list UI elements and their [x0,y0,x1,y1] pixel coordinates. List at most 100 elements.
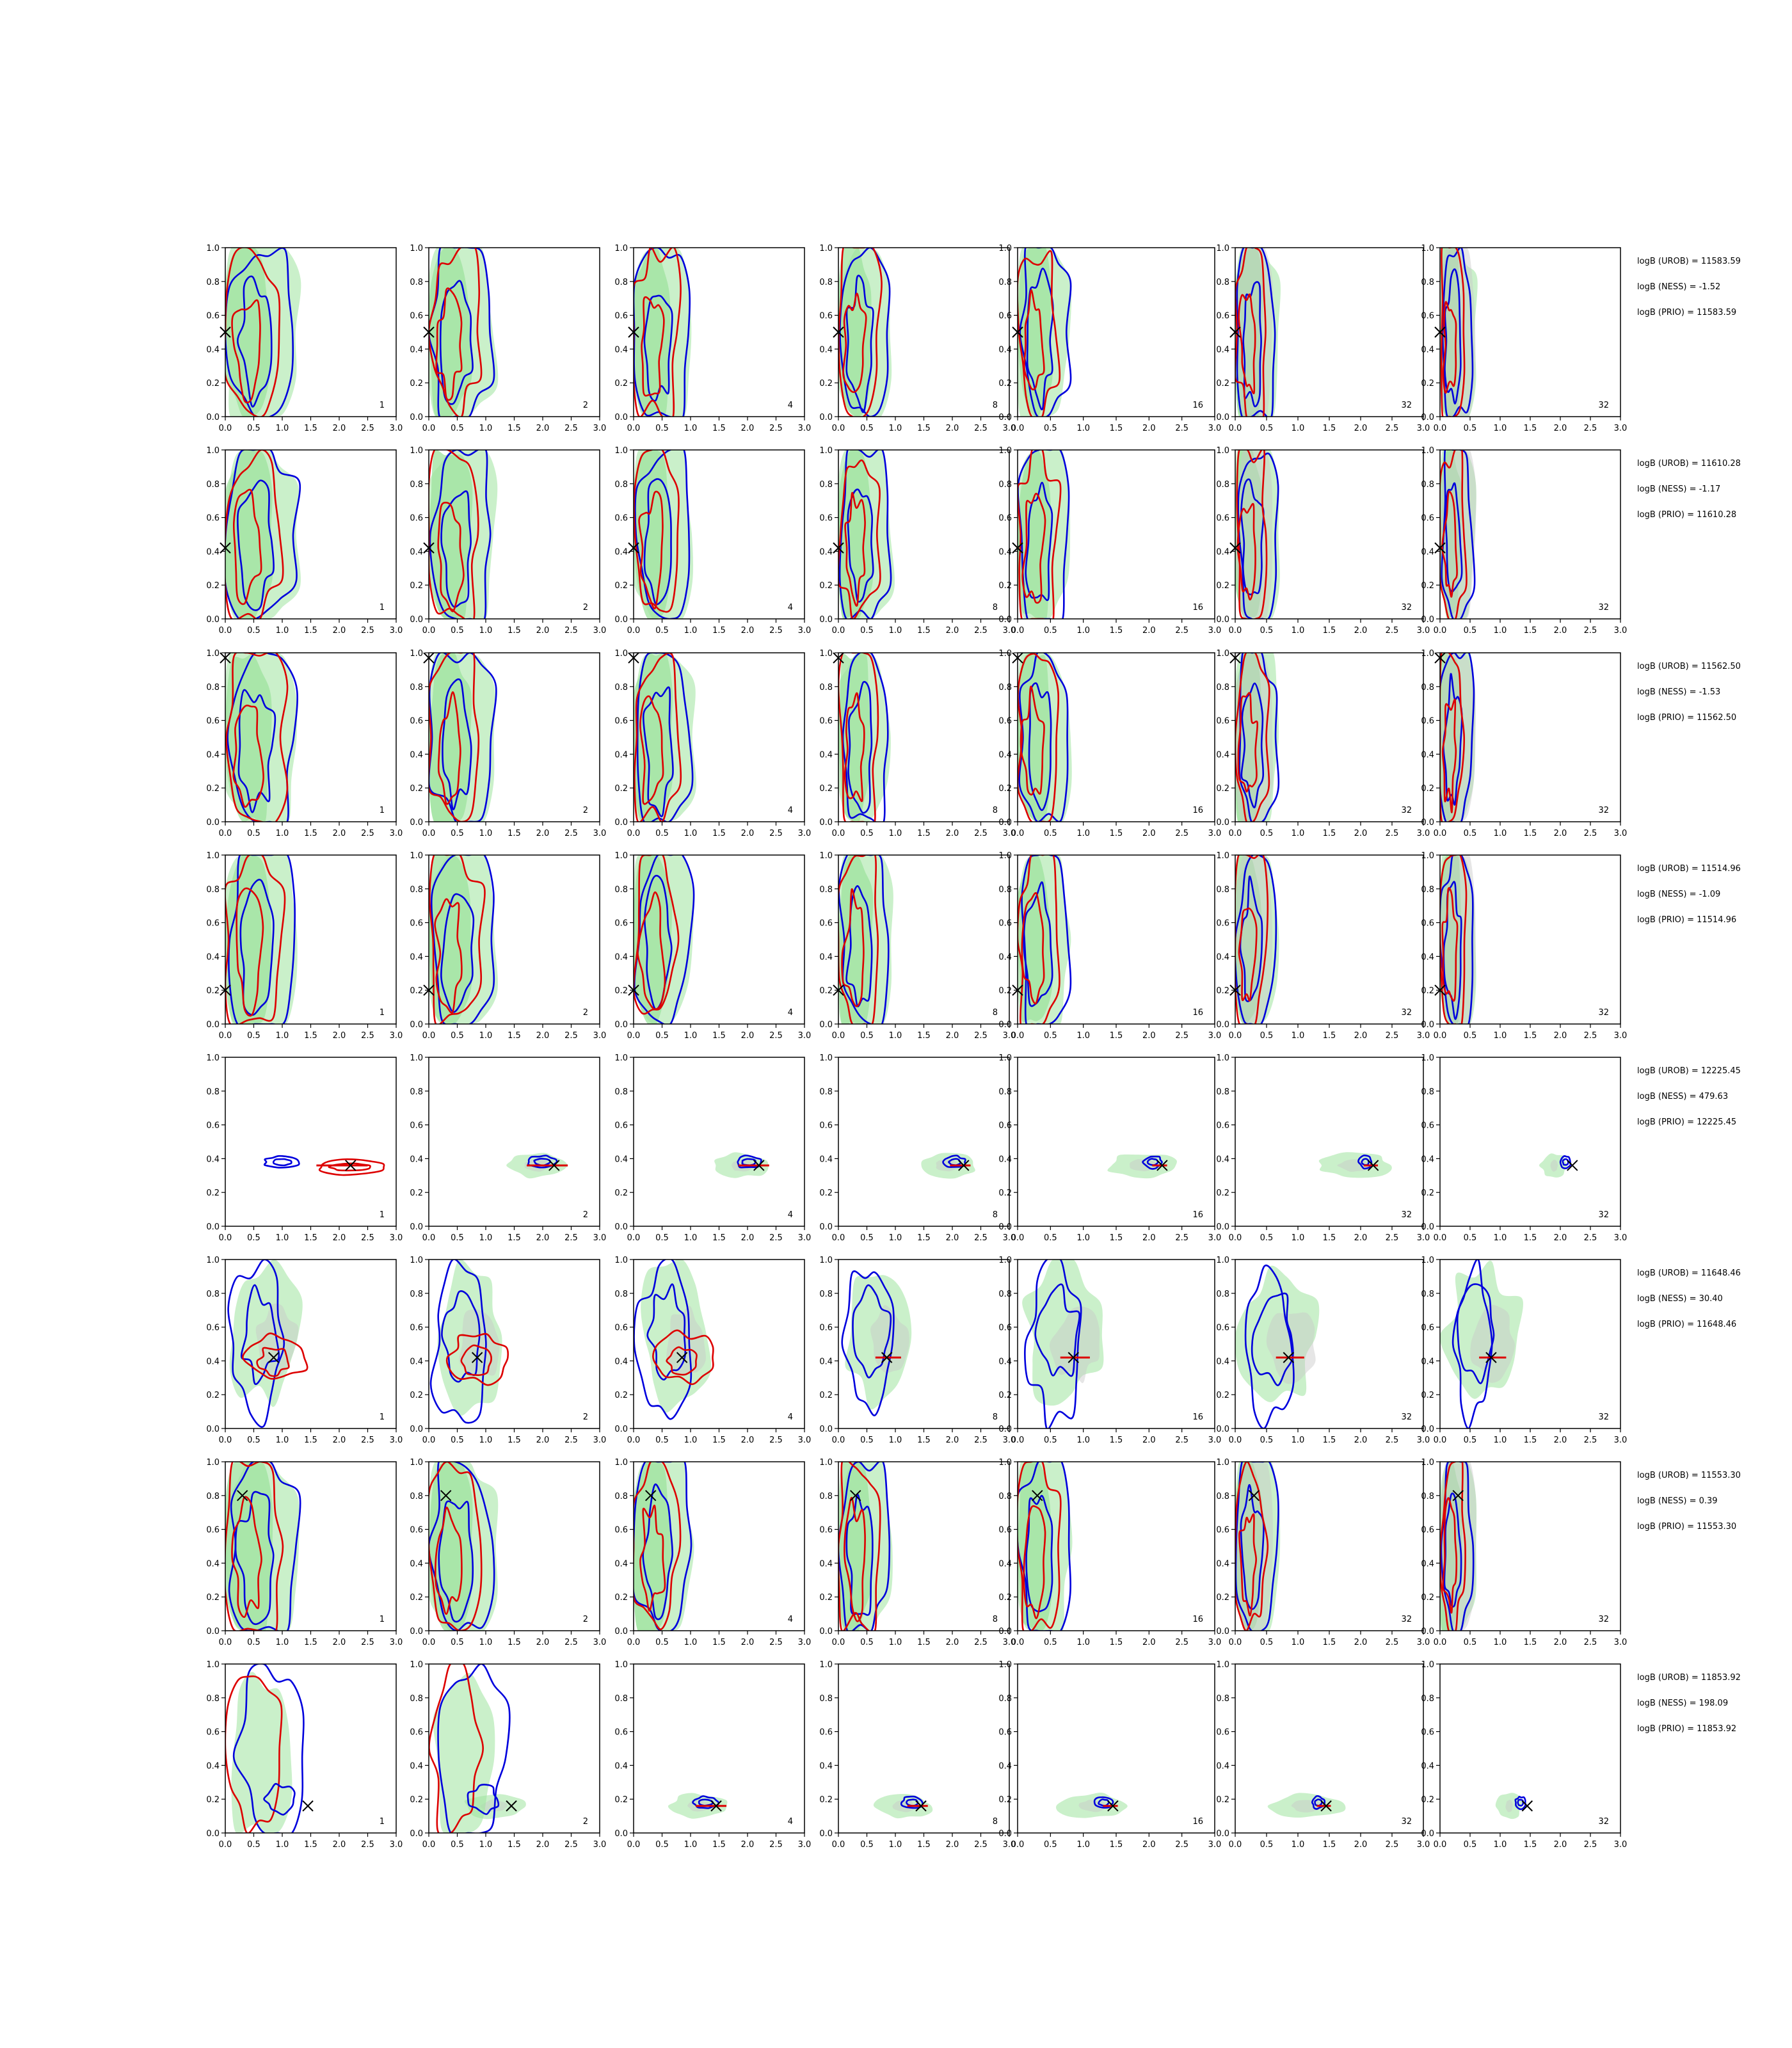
green-region-outer [845,1275,912,1410]
red-contour-inner [639,695,664,805]
y-tick-label: 0.2 [1421,379,1434,388]
x-tick-label: 1.5 [1110,829,1123,838]
x-tick-label: 2.0 [1354,1638,1368,1647]
x-tick-label: 2.5 [564,1233,578,1243]
x-tick-label: 2.0 [741,626,755,636]
y-tick-label: 0.6 [410,514,423,524]
x-tick-label: 1.0 [479,424,493,433]
x-tick-label: 3.0 [1003,424,1016,433]
panel-count-label: 1 [380,1412,385,1422]
x-tick-label: 2.0 [333,829,346,838]
x-tick-label: 0.0 [1229,1840,1242,1850]
x-tick-label: 2.0 [1554,1840,1567,1850]
x-tick-label: 3.0 [593,1840,607,1850]
x-tick-label: 0.0 [422,1031,436,1041]
x-tick-label: 2.0 [946,626,959,636]
red-contour-inner [1442,301,1457,394]
x-tick-label: 2.5 [1584,1638,1597,1647]
y-tick-label: 0.6 [998,1324,1012,1333]
panel-contours [429,248,499,417]
panel-r7-c6: 0.0 0.5 1.0 1.5 2.0 2.5 3.0 0.0 0.2 0.4 0.6 0.8 1.0 3… [1216,1458,1430,1647]
x-tick-label: 0.5 [1464,626,1477,636]
y-tick-label: 0.2 [1216,1593,1229,1603]
x-tick-label: 2.0 [1354,1031,1368,1041]
x-tick-label: 1.5 [712,1638,726,1647]
y-tick-label: 0.4 [998,750,1012,760]
x-tick-label: 2.0 [1142,626,1156,636]
x-tick-label: 0.5 [1260,1840,1274,1850]
y-tick-label: 0.6 [1216,717,1229,726]
panel-contours [1235,1264,1320,1428]
red-contour-inner [1023,289,1045,390]
panel-r6-c3: 0.0 0.5 1.0 1.5 2.0 2.5 3.0 0.0 0.2 0.4 0.6 0.8 1.0 4 [614,1256,811,1445]
y-tick-label: 0.4 [410,1761,423,1771]
x-tick-label: 1.5 [712,424,726,433]
blue-contour-outer [1244,1264,1295,1428]
x-tick-label: 1.5 [1110,424,1123,433]
x-tick-label: 1.0 [479,1233,493,1243]
x-tick-label: 3.0 [390,626,403,636]
x-tick-label: 0.0 [832,626,845,636]
blue-contour-inner [1444,482,1463,593]
y-tick-label: 1.0 [819,244,833,253]
panel-count-label: 4 [788,806,793,815]
blue-contour-outer [1093,1796,1114,1809]
y-tick-label: 0.0 [1216,413,1229,422]
logb-ness: logB (NESS) = -1.52 [1637,282,1720,292]
x-tick-label: 2.0 [536,1233,550,1243]
y-tick-label: 0.4 [1216,1559,1229,1569]
blue-contour-inner [1240,682,1265,808]
x-tick-label: 2.5 [1386,1840,1399,1850]
green-region-inner [429,248,472,417]
x-tick-label: 1.5 [304,1638,317,1647]
y-tick-label: 0.0 [998,1222,1012,1232]
panel-count-label: 32 [1401,401,1412,410]
y-tick-label: 0.2 [614,784,628,794]
axes-frame [1439,1057,1621,1227]
y-tick-label: 1.0 [410,1256,423,1265]
x-tick-label: 2.5 [1386,1436,1399,1445]
y-tick-label: 0.4 [998,345,1012,355]
x-tick-label: 1.5 [917,1233,931,1243]
y-tick-label: 0.4 [1216,1357,1229,1366]
red-contour-inner [232,704,264,808]
x-tick-label: 1.5 [508,1840,521,1850]
y-tick-label: 0.4 [819,952,833,962]
x-tick-label: 2.0 [536,1031,550,1041]
y-tick-label: 0.8 [1421,1290,1434,1299]
y-tick-label: 0.4 [410,1559,423,1569]
x-tick-label: 1.0 [1292,829,1305,838]
panel-r2-c7: 0.0 0.5 1.0 1.5 2.0 2.5 3.0 0.0 0.2 0.4 0.6 0.8 1.0 3… [1421,446,1627,636]
y-tick-label: 0.8 [614,683,628,692]
y-tick-label: 0.8 [206,1087,220,1097]
x-tick-label: 1.5 [712,1031,726,1041]
x-tick-label: 3.0 [798,1638,812,1647]
x-tick-label: 1.5 [917,1638,931,1647]
x-tick-label: 2.5 [974,1436,988,1445]
y-tick-label: 0.6 [206,1526,220,1535]
panel-r6-c6: 0.0 0.5 1.0 1.5 2.0 2.5 3.0 0.0 0.2 0.4 0.6 0.8 1.0 3… [1216,1256,1430,1445]
y-tick-label: 0.0 [1421,818,1434,828]
panel-count-label: 8 [993,1615,998,1624]
panel-count-label: 8 [993,603,998,612]
red-contour-inner [232,488,262,605]
panel-count-label: 32 [1401,603,1412,612]
y-tick-label: 0.8 [998,1290,1012,1299]
x-tick-label: 0.0 [627,1840,641,1850]
x-tick-label: 0.5 [860,1840,874,1850]
x-tick-label: 1.5 [917,626,931,636]
y-tick-label: 0.0 [206,1020,220,1030]
red-contour-outer [1440,248,1466,417]
x-tick-label: 0.0 [219,1436,232,1445]
y-tick-label: 0.8 [998,1492,1012,1501]
x-tick-label: 0.0 [422,626,436,636]
red-contour-inner [437,501,465,612]
panel-contours [634,1462,694,1631]
blue-contour-outer [900,1795,924,1809]
panel-r1-c1: 0.0 0.5 1.0 1.5 2.0 2.5 3.0 0.0 0.2 0.4 0.6 0.8 1.0 1 [206,244,403,433]
x-tick-label: 2.5 [769,424,783,433]
panel-contours [1107,1154,1177,1179]
panel-r5-c5: 0.0 0.5 1.0 1.5 2.0 2.5 3.00.00.20.40.60.81.01… [998,1053,1221,1243]
x-tick-label: 3.0 [1208,1638,1222,1647]
x-tick-label: 3.0 [1003,829,1016,838]
